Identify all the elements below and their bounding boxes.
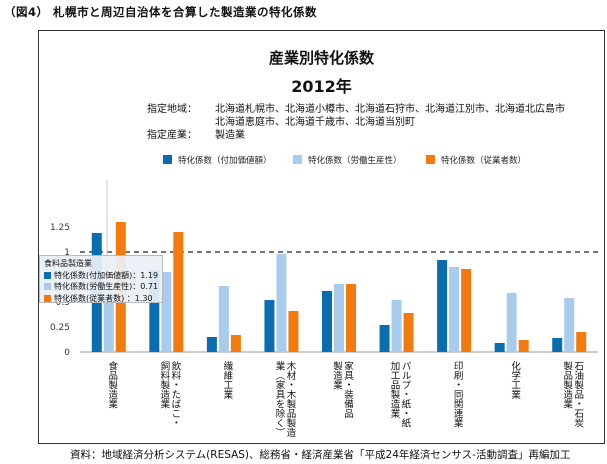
hover-tooltip: 食料品製造業 特化係数(付加価値額)：1.19 特化係数(労働生産性)：0.71… bbox=[39, 255, 163, 303]
chart-panel: 産業別特化係数 2012年 指定地域： 北海道札幌市、北海道小樽市、北海道石狩市… bbox=[38, 30, 605, 444]
industry-value: 製造業 bbox=[215, 130, 245, 141]
swatch-icon bbox=[44, 283, 51, 290]
region-label: 指定地域： bbox=[147, 104, 197, 115]
swatch-icon bbox=[44, 271, 51, 279]
swatch-icon bbox=[44, 294, 51, 302]
chart-subtitle: 2012年 bbox=[291, 77, 352, 96]
tooltip-row: 特化係数(付加価値額)：1.19 bbox=[44, 270, 158, 282]
tooltip-row: 特化係数(従業者数) ：1.30 bbox=[44, 293, 158, 305]
source-note: 資料：地域経済分析システム(RESAS)、総務省・経済産業省「平成24年経済セン… bbox=[70, 449, 571, 461]
region-line-2: 北海道恵庭市、北海道千歳市、北海道当別町 bbox=[215, 117, 415, 128]
figure-caption: （図4） 札幌市と周辺自治体を合算した製造業の特化係数 bbox=[4, 5, 318, 19]
tooltip-title: 食料品製造業 bbox=[44, 259, 92, 268]
tooltip-row: 特化係数(労働生産性)：0.71 bbox=[44, 281, 158, 293]
industry-label: 指定産業： bbox=[147, 130, 197, 141]
region-line-1: 北海道札幌市、北海道小樽市、北海道石狩市、北海道江別市、北海道北広島市 bbox=[215, 104, 565, 115]
chart-title: 産業別特化係数 bbox=[268, 49, 374, 67]
